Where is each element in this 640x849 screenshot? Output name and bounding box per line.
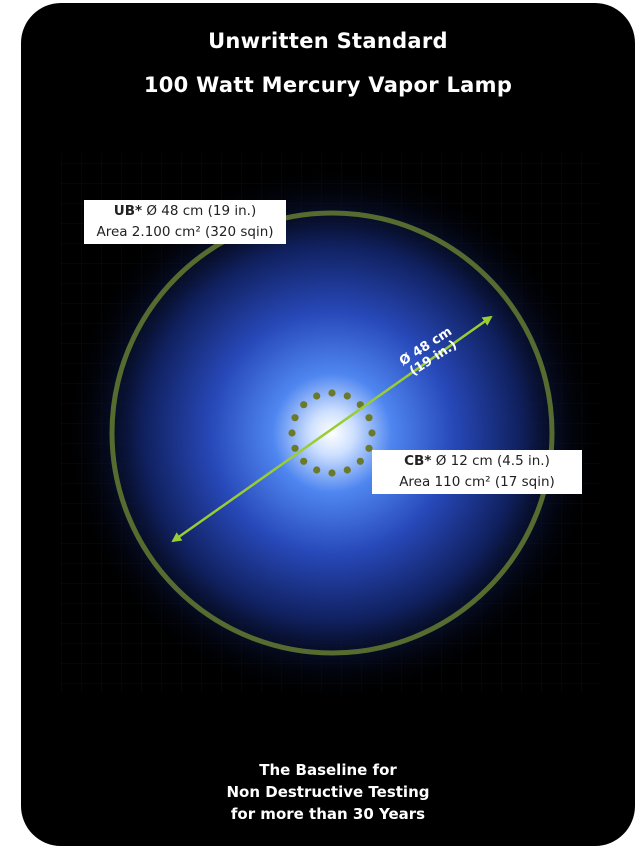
cb-label: CB* bbox=[404, 453, 432, 469]
center-beam-dot bbox=[300, 457, 308, 465]
footer-text: The Baseline for Non Destructive Testing… bbox=[21, 759, 635, 825]
diameter-arrow bbox=[171, 315, 493, 543]
center-beam-dot bbox=[300, 401, 308, 409]
cb-area: Area 110 cm² (17 sqin) bbox=[399, 474, 555, 490]
cb-diameter: Ø 12 cm (4.5 in.) bbox=[435, 453, 550, 469]
uv-glow bbox=[62, 163, 602, 703]
ub-label: UB* bbox=[113, 203, 143, 219]
poster-card: Unwritten Standard 100 Watt Mercury Vapo… bbox=[21, 3, 635, 846]
footer-line-1: The Baseline for bbox=[259, 761, 397, 779]
footer-line-2: Non Destructive Testing bbox=[226, 783, 430, 801]
center-beam-dot bbox=[288, 429, 296, 437]
center-beam-dot bbox=[313, 466, 321, 474]
cb-label-box: CB* Ø 12 cm (4.5 in.) Area 110 cm² (17 s… bbox=[372, 450, 582, 494]
center-beam-dot bbox=[343, 392, 351, 400]
ub-area: Area 2.100 cm² (320 sqin) bbox=[96, 224, 274, 240]
center-beam-dot bbox=[365, 414, 373, 422]
light-diagram bbox=[61, 153, 602, 703]
center-beam-dot bbox=[368, 429, 376, 437]
center-beam-dot bbox=[313, 392, 321, 400]
center-beam-dot bbox=[291, 444, 299, 452]
footer-line-3: for more than 30 Years bbox=[230, 805, 426, 823]
title-line-2: 100 Watt Mercury Vapor Lamp bbox=[143, 73, 513, 97]
title-line-1: Unwritten Standard bbox=[208, 29, 448, 53]
center-beam-dot bbox=[328, 389, 336, 397]
center-beam-dot bbox=[328, 469, 336, 477]
center-beam-dot bbox=[343, 466, 351, 474]
center-beam-dot bbox=[291, 414, 299, 422]
ub-diameter: Ø 48 cm (19 in.) bbox=[146, 203, 257, 219]
outer-beam-circle bbox=[109, 210, 555, 656]
ub-label-box: UB* Ø 48 cm (19 in.) Area 2.100 cm² (320… bbox=[84, 200, 286, 244]
center-beam-dot bbox=[356, 457, 364, 465]
